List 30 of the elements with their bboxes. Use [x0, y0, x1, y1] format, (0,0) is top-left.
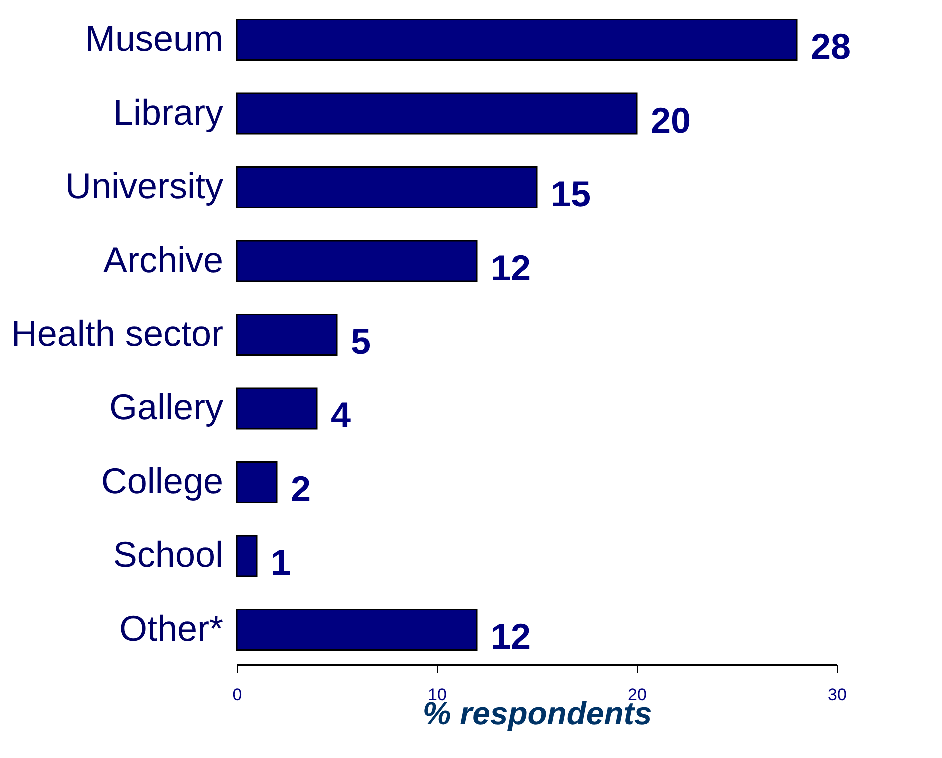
data-label: 5: [351, 321, 372, 362]
x-tick-label: 0: [232, 686, 242, 704]
data-label: 20: [651, 100, 692, 141]
y-tick-label: School: [113, 534, 224, 576]
bar: [236, 240, 478, 282]
data-label: 12: [491, 616, 532, 657]
data-label: 28: [811, 26, 852, 68]
data-label: 15: [551, 174, 592, 215]
x-tick-label: 30: [828, 686, 847, 704]
y-tick-label: Library: [113, 92, 224, 133]
data-label: 2: [291, 468, 312, 510]
y-tick-label: Other*: [119, 608, 224, 649]
bar: [236, 388, 318, 430]
y-tick-label: College: [101, 460, 224, 502]
data-label: 4: [331, 394, 352, 436]
data-label: 12: [491, 247, 532, 288]
y-tick-label: Museum: [85, 18, 224, 60]
bar: [236, 92, 638, 135]
bar: [236, 314, 338, 356]
y-tick-label: University: [65, 166, 224, 207]
bar: [236, 166, 538, 209]
bar: [236, 535, 258, 578]
bar: [236, 461, 278, 504]
data-label: 1: [271, 542, 292, 584]
bar: [236, 19, 798, 62]
y-tick-label: Gallery: [109, 386, 224, 428]
y-tick-label: Health sector: [11, 313, 224, 354]
x-tick-label: 20: [628, 686, 647, 704]
y-tick-label: Archive: [103, 239, 224, 280]
bar: [236, 608, 478, 651]
